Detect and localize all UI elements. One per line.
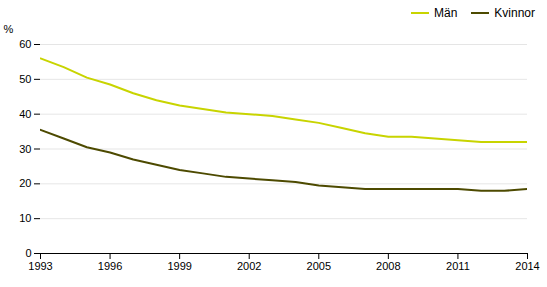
svg-text:50: 50 <box>19 73 31 85</box>
svg-text:20: 20 <box>19 177 31 189</box>
svg-text:10: 10 <box>19 212 31 224</box>
svg-text:2005: 2005 <box>307 260 331 272</box>
svg-text:0: 0 <box>25 247 31 259</box>
svg-text:40: 40 <box>19 108 31 120</box>
svg-text:30: 30 <box>19 143 31 155</box>
svg-text:1993: 1993 <box>28 260 52 272</box>
svg-text:2014: 2014 <box>515 260 539 272</box>
svg-text:2002: 2002 <box>237 260 261 272</box>
svg-text:%: % <box>4 23 14 35</box>
svg-text:1996: 1996 <box>98 260 122 272</box>
html-text:Kvinnor: Kvinnor <box>494 6 535 20</box>
svg-text:2008: 2008 <box>376 260 400 272</box>
svg-text:60: 60 <box>19 38 31 50</box>
svg-text:1999: 1999 <box>167 260 191 272</box>
svg-text:2011: 2011 <box>446 260 470 272</box>
html-text:Män: Män <box>434 6 458 20</box>
